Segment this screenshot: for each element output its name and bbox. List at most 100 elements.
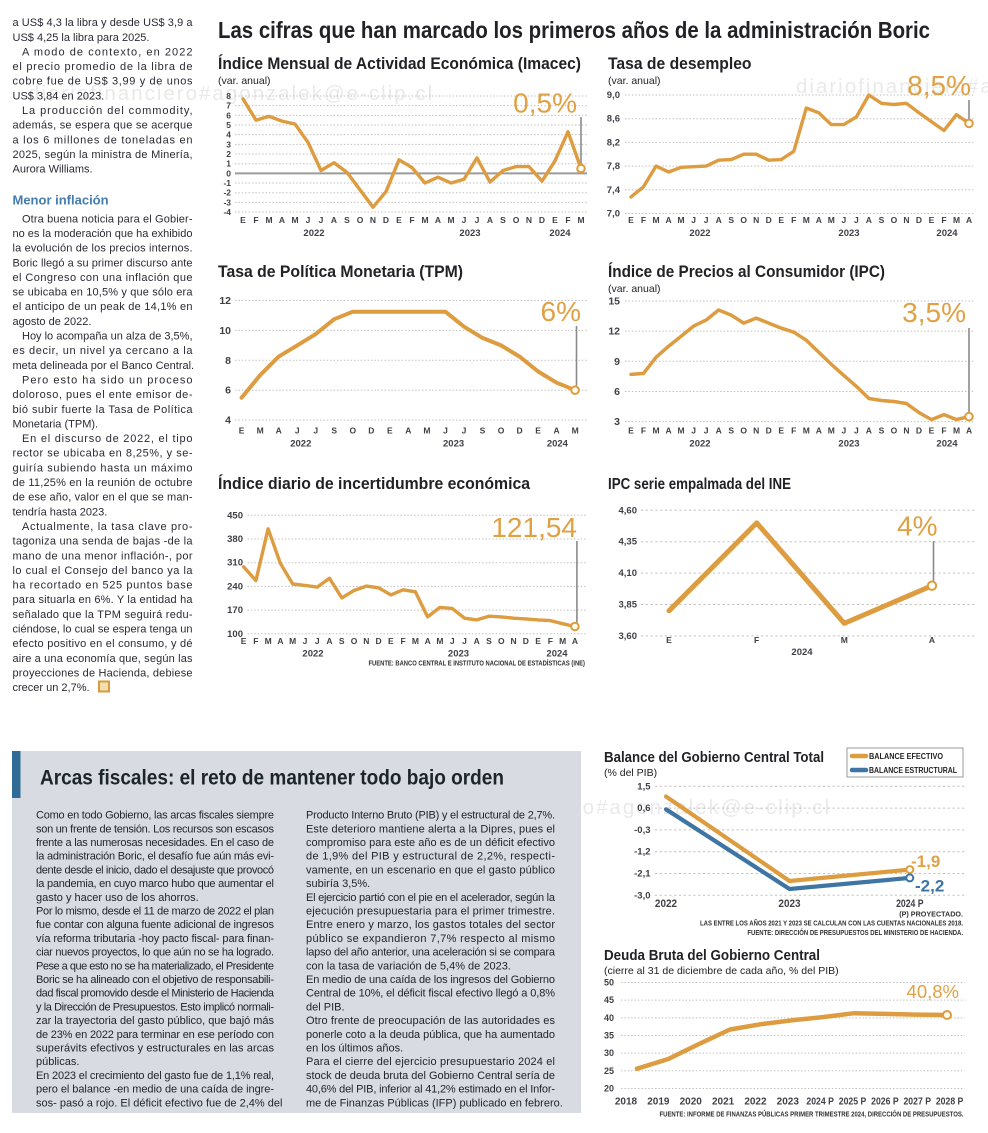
svg-text:tendría hasta 2023.: tendría hasta 2023. <box>13 506 108 518</box>
svg-text:crecer un 2,7%.: crecer un 2,7%. <box>13 682 90 694</box>
svg-text:de ese año, valor en el que se: de ese año, valor en el que se man- <box>13 492 193 504</box>
svg-text:Entre enero y marzo, los gasto: Entre enero y marzo, los gastos totales … <box>306 919 555 931</box>
svg-text:frente a las numerosas necesid: frente a las numerosas necesidades. En e… <box>36 837 274 849</box>
svg-text:Este deterioro mantiene alerta: Este deterioro mantiene alerta a la Dipr… <box>306 823 555 835</box>
svg-text:J: J <box>450 636 455 646</box>
svg-text:el precio promedio de la libra: el precio promedio de la libra de <box>13 61 193 73</box>
svg-text:D: D <box>766 215 772 225</box>
svg-text:M: M <box>652 426 659 436</box>
svg-text:para situarla en 6%. Y la enti: para situarla en 6%. Y la entidad ha <box>13 594 194 606</box>
svg-text:ponerle coto a la deuda públic: ponerle coto a la deuda pública, que ha … <box>306 1029 555 1041</box>
svg-text:J: J <box>462 215 467 225</box>
svg-text:2025 P: 2025 P <box>839 1097 867 1108</box>
svg-text:F: F <box>941 426 946 436</box>
svg-text:vía reforma tributaria -hoy pa: vía reforma tributaria -hoy pacto fiscal… <box>36 933 274 945</box>
svg-text:M: M <box>436 636 443 646</box>
svg-text:F: F <box>791 215 796 225</box>
svg-text:S: S <box>728 215 734 225</box>
svg-text:gasto y hacer uso de los ahorr: gasto y hacer uso de los ahorros. <box>36 892 199 904</box>
svg-text:no es la moderación que ha exh: no es la moderación que ha exhibido <box>13 228 193 240</box>
svg-text:stock de deuda bruta del Gobie: stock de deuda bruta del Gobierno Centra… <box>306 1070 555 1082</box>
svg-text:E: E <box>388 636 394 646</box>
svg-text:S: S <box>728 426 734 436</box>
svg-text:8: 8 <box>226 91 231 101</box>
svg-text:2023: 2023 <box>443 439 464 450</box>
svg-text:O: O <box>513 215 520 225</box>
svg-text:3: 3 <box>226 139 231 149</box>
svg-text:En el discurso de 2022, el tip: En el discurso de 2022, el tipo <box>22 433 193 445</box>
svg-text:-1: -1 <box>223 178 231 188</box>
svg-text:A: A <box>665 426 671 436</box>
svg-text:2025, según la ministra de Min: 2025, según la ministra de Minería, <box>13 149 193 161</box>
svg-text:N: N <box>363 636 369 646</box>
svg-text:M: M <box>953 426 960 436</box>
svg-text:E: E <box>552 215 558 225</box>
svg-text:superávits efectivos y estruct: superávits efectivos y estructurales en … <box>36 1043 275 1055</box>
svg-text:son un frente de tensión. Los: son un frente de tensión. Los recursos s… <box>36 823 275 835</box>
svg-text:la evolución de los precios in: la evolución de los precios internos. <box>13 243 193 255</box>
svg-text:A: A <box>866 215 872 225</box>
svg-text:En medio de una caída de los i: En medio de una caída de los ingresos de… <box>306 974 555 986</box>
svg-text:Otro frente de preocupación de: Otro frente de preocupación de las autor… <box>306 1015 556 1027</box>
svg-text:F: F <box>548 636 553 646</box>
svg-text:121,54: 121,54 <box>491 512 577 543</box>
svg-text:O: O <box>891 215 898 225</box>
svg-text:además, se espera que se acerq: además, se espera que se acerque <box>13 120 193 132</box>
svg-text:S: S <box>331 426 337 436</box>
svg-text:A: A <box>331 215 337 225</box>
svg-text:M: M <box>572 426 579 436</box>
svg-text:9,0: 9,0 <box>607 90 620 101</box>
svg-text:señalado que la TPM seguirá re: señalado que la TPM seguirá redu- <box>13 609 193 621</box>
svg-text:8,2: 8,2 <box>607 137 620 148</box>
svg-text:(var. anual): (var. anual) <box>608 75 661 87</box>
svg-text:Monetaria (TPM).: Monetaria (TPM). <box>13 418 99 430</box>
svg-text:J: J <box>841 215 846 225</box>
svg-text:M: M <box>803 426 810 436</box>
svg-text:2024: 2024 <box>936 228 958 239</box>
svg-text:7: 7 <box>226 101 231 111</box>
svg-text:M: M <box>289 636 296 646</box>
svg-text:E: E <box>241 636 247 646</box>
svg-text:A: A <box>866 426 872 436</box>
svg-text:zar la trayectoria del gasto p: zar la trayectoria del gasto público, qu… <box>36 1015 275 1027</box>
svg-text:O: O <box>349 426 356 436</box>
svg-text:J: J <box>295 426 300 436</box>
svg-text:-4: -4 <box>223 207 231 217</box>
svg-text:F: F <box>791 426 796 436</box>
svg-text:3: 3 <box>614 416 620 428</box>
svg-text:Índice Mensual de Actividad Ec: Índice Mensual de Actividad Económica (I… <box>218 54 581 73</box>
svg-text:S: S <box>480 426 486 436</box>
svg-text:2021: 2021 <box>712 1097 735 1108</box>
svg-text:A: A <box>276 426 282 436</box>
svg-text:M: M <box>841 635 848 645</box>
svg-text:M: M <box>828 426 835 436</box>
svg-text:J: J <box>306 215 311 225</box>
svg-text:J: J <box>854 215 859 225</box>
svg-text:450: 450 <box>227 510 243 521</box>
svg-text:170: 170 <box>227 605 243 616</box>
svg-text:Producto Interno Bruto (PIB) y: Producto Interno Bruto (PIB) y el estruc… <box>306 810 555 822</box>
svg-text:A: A <box>966 426 972 436</box>
svg-text:2023: 2023 <box>778 898 800 910</box>
svg-text:dad fiscal promovido desde el: dad fiscal promovido desde el Ministerio… <box>36 988 275 1000</box>
svg-text:Hoy lo acompaña un alza de 3,5: Hoy lo acompaña un alza de 3,5%, <box>22 331 193 343</box>
svg-text:mano de una menor inflación-,: mano de una menor inflación-, por <box>13 550 193 562</box>
svg-text:BALANCE ESTRUCTURAL: BALANCE ESTRUCTURAL <box>869 765 958 775</box>
svg-text:E: E <box>778 215 784 225</box>
svg-text:N: N <box>753 215 759 225</box>
svg-text:Índice de Precios al Consumido: Índice de Precios al Consumidor (IPC) <box>608 262 885 281</box>
svg-text:E: E <box>535 426 541 436</box>
svg-text:1,5: 1,5 <box>637 781 651 792</box>
svg-text:F: F <box>565 215 570 225</box>
svg-text:100: 100 <box>227 629 243 640</box>
svg-text:9: 9 <box>614 356 620 368</box>
svg-text:US$ 4,25 la libra para 2025.: US$ 4,25 la libra para 2025. <box>13 32 150 44</box>
svg-text:compromiso para este año es de: compromiso para este año es de un défici… <box>306 837 555 849</box>
svg-text:35: 35 <box>604 1030 614 1040</box>
svg-text:Aurora Williams.: Aurora Williams. <box>13 164 93 176</box>
svg-text:A: A <box>816 426 822 436</box>
svg-text:E: E <box>387 426 393 436</box>
svg-text:(cierre al 31 de diciembre de: (cierre al 31 de diciembre de cada año, … <box>604 965 839 977</box>
svg-text:Otra buena noticia para el Gob: Otra buena noticia para el Gobier- <box>22 213 193 225</box>
svg-text:Por lo mismo, desde el 11 de m: Por lo mismo, desde el 11 de marzo de 20… <box>36 906 274 918</box>
